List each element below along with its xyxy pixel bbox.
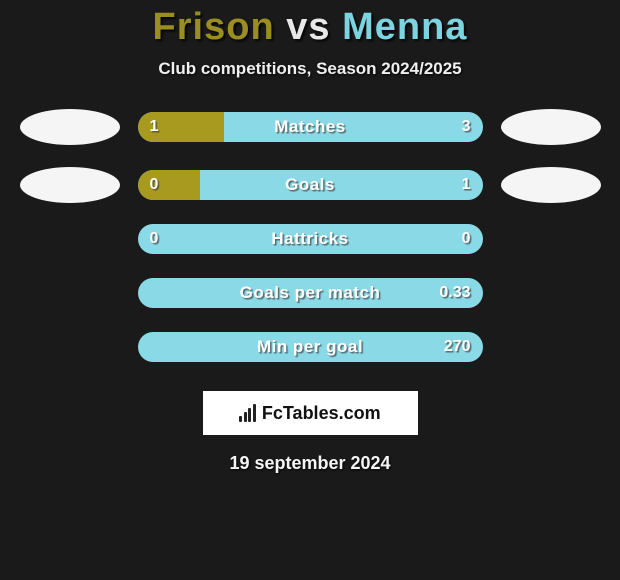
stat-bar: Goals per match0.33 bbox=[138, 278, 483, 308]
stat-row: Goals per match0.33 bbox=[2, 275, 619, 311]
player1-ellipse bbox=[20, 167, 120, 203]
stat-row: 1Matches3 bbox=[2, 109, 619, 145]
stat-row: Min per goal270 bbox=[2, 329, 619, 365]
stats-comparison-card: Frison vs Menna Club competitions, Seaso… bbox=[0, 0, 620, 474]
vs-separator: vs bbox=[286, 6, 330, 48]
stat-bar: 1Matches3 bbox=[138, 112, 483, 142]
stat-right-value: 0.33 bbox=[439, 278, 470, 308]
player2-name: Menna bbox=[342, 6, 467, 48]
stat-right-value: 1 bbox=[462, 170, 471, 200]
stat-row: 0Goals1 bbox=[2, 167, 619, 203]
player2-ellipse bbox=[501, 167, 601, 203]
stat-label: Goals bbox=[138, 170, 483, 200]
bar-chart-icon bbox=[239, 404, 256, 422]
stat-label: Goals per match bbox=[138, 278, 483, 308]
stat-row: 0Hattricks0 bbox=[2, 221, 619, 257]
page-title: Frison vs Menna bbox=[153, 0, 468, 49]
stat-label: Matches bbox=[138, 112, 483, 142]
stat-right-value: 0 bbox=[462, 224, 471, 254]
player2-ellipse bbox=[501, 109, 601, 145]
date-label: 19 september 2024 bbox=[229, 453, 390, 474]
stat-right-value: 270 bbox=[444, 332, 471, 362]
stat-bar: Min per goal270 bbox=[138, 332, 483, 362]
branding-text: FcTables.com bbox=[262, 403, 381, 424]
stat-label: Hattricks bbox=[138, 224, 483, 254]
stats-rows-container: 1Matches30Goals10Hattricks0Goals per mat… bbox=[2, 79, 619, 365]
player1-name: Frison bbox=[153, 6, 275, 48]
stat-label: Min per goal bbox=[138, 332, 483, 362]
player1-ellipse bbox=[20, 109, 120, 145]
stat-bar: 0Hattricks0 bbox=[138, 224, 483, 254]
branding-badge[interactable]: FcTables.com bbox=[203, 391, 418, 435]
stat-bar: 0Goals1 bbox=[138, 170, 483, 200]
stat-right-value: 3 bbox=[462, 112, 471, 142]
subtitle: Club competitions, Season 2024/2025 bbox=[158, 59, 461, 79]
